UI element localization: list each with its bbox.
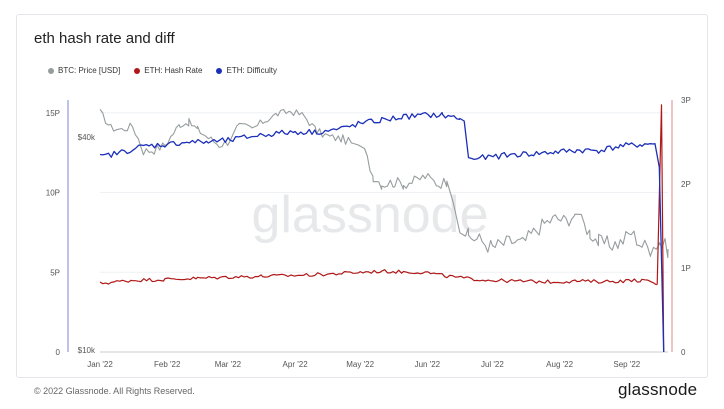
x-tick-label: Feb '22 — [154, 360, 181, 369]
series-line-btc-price — [99, 108, 669, 259]
x-tick-label: Jun '22 — [415, 360, 441, 369]
y-right-tick-label: 1P — [681, 264, 691, 273]
y-price-tick-label: $40k — [78, 133, 96, 142]
y-price-tick-label: $10k — [78, 346, 96, 355]
x-tick-label: Mar '22 — [215, 360, 242, 369]
watermark: glassnode — [251, 186, 488, 244]
legend-item-difficulty[interactable]: ETH: Difficulty — [216, 66, 277, 75]
y-right-tick-label: 0 — [681, 348, 686, 357]
y-left-tick-label: 0 — [56, 348, 61, 357]
tick-labels: 0 5P 10P 15P 0 1P 2P 3P $10k $40k Jan '22 Feb '22 Ma… — [46, 96, 691, 369]
legend-dot-difficulty — [216, 67, 223, 74]
y-right-tick-label: 3P — [681, 96, 691, 105]
legend-label-btc-price: BTC: Price [USD] — [58, 66, 121, 75]
brand-logo[interactable]: glassnode — [618, 380, 698, 399]
y-right-tick-label: 2P — [681, 180, 691, 189]
x-tick-label: May '22 — [346, 360, 374, 369]
x-tick-label: Aug '22 — [546, 360, 573, 369]
chart-title: eth hash rate and diff — [34, 30, 175, 47]
axes — [67, 100, 673, 353]
x-tick-label: Sep '22 — [613, 360, 640, 369]
x-tick-label: Jul '22 — [481, 360, 504, 369]
x-tick-label: Jan '22 — [87, 360, 113, 369]
y-left-tick-label: 15P — [46, 109, 60, 118]
copyright-footer: © 2022 Glassnode. All Rights Reserved. — [34, 386, 195, 396]
legend-item-btc-price[interactable]: BTC: Price [USD] — [48, 66, 120, 75]
legend-label-hash-rate: ETH: Hash Rate — [144, 66, 203, 75]
x-tick-label: Apr '22 — [283, 360, 309, 369]
y-left-tick-label: 5P — [50, 268, 60, 277]
series-lines — [99, 104, 669, 353]
chart-card — [16, 14, 708, 378]
series-line-difficulty — [99, 111, 665, 353]
y-left-tick-label: 10P — [46, 189, 60, 198]
legend-dot-btc-price — [48, 67, 54, 74]
legend-label-difficulty: ETH: Difficulty — [226, 66, 278, 75]
chart-legend: BTC: Price [USD] ETH: Hash Rate ETH: Dif… — [48, 66, 277, 75]
legend-dot-hash-rate — [134, 67, 141, 74]
legend-item-hash-rate[interactable]: ETH: Hash Rate — [134, 66, 202, 75]
series-line-hash-rate — [99, 104, 665, 353]
